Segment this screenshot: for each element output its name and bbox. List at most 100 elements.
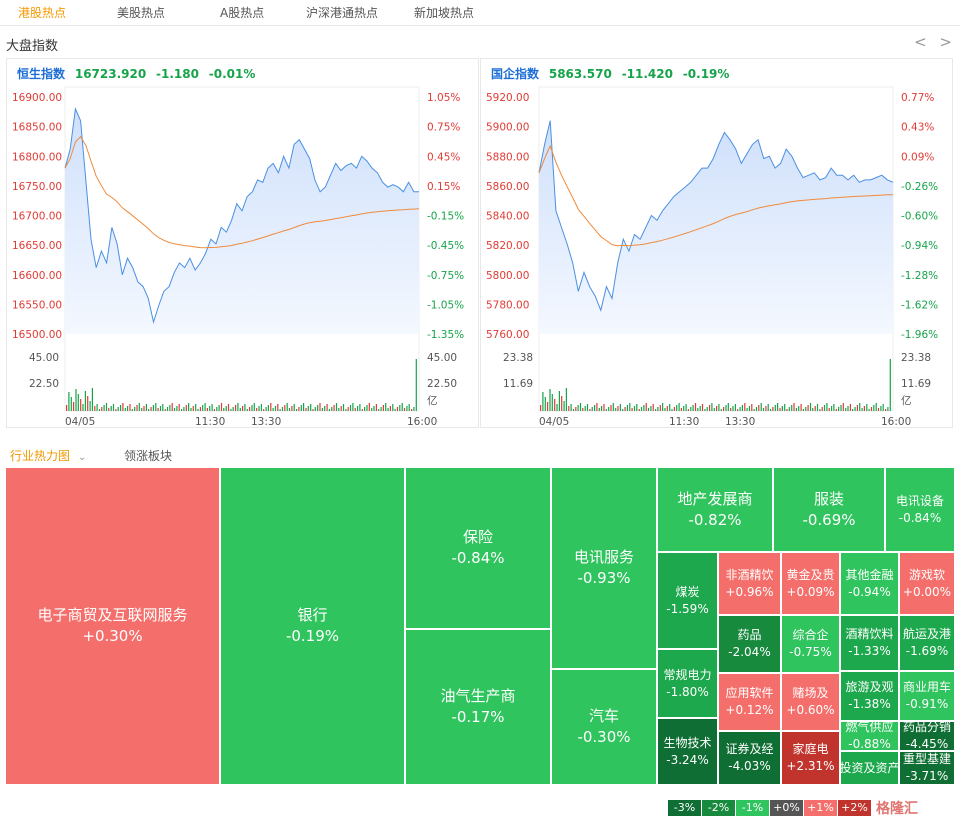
volume-bar (213, 409, 215, 411)
volume-bar (342, 404, 345, 411)
chevron-right-icon[interactable]: > (939, 33, 952, 51)
sector-cell[interactable]: 电子商贸及互联网服务 +0.30% (6, 468, 219, 784)
index-name[interactable]: 国企指数 (491, 67, 540, 81)
volume-bar (373, 406, 375, 411)
volume-bar (298, 407, 300, 411)
legend-swatch: +2% (838, 800, 871, 816)
hscei-chart-panel[interactable]: 5920.00 5900.00 5880.00 5860.00 5840.00 5820.… (480, 58, 953, 428)
sector-cell[interactable]: 药品 -2.04% (719, 616, 780, 672)
sector-cell[interactable]: 投资及资产 (841, 752, 898, 784)
tab-singapore-hot[interactable]: 新加坡热点 (414, 6, 475, 20)
volume-bar (103, 405, 105, 411)
volume-bar (554, 399, 556, 411)
sector-cell[interactable]: 银行 -0.19% (221, 468, 404, 784)
sector-cell[interactable]: 其他金融 -0.94% (841, 553, 898, 614)
volume-bar (596, 403, 598, 411)
sector-cell[interactable]: 电讯服务 -0.93% (552, 468, 656, 668)
sector-cell[interactable]: 商业用车 -0.91% (900, 672, 954, 720)
volume-bar (256, 408, 258, 411)
sector-change-pct: -1.38% (848, 697, 891, 711)
average-line (64, 135, 420, 249)
tab-a-share-hot[interactable]: A股热点 (220, 6, 265, 20)
volume-bar (652, 404, 654, 411)
volume-bar (260, 404, 262, 411)
pct-tick-label: 1.05% (427, 92, 460, 104)
volume-bar (709, 405, 711, 411)
sector-cell[interactable]: 综合企 -0.75% (782, 616, 839, 672)
volume-bar (307, 406, 309, 411)
index-change-pct: -0.19% (682, 67, 730, 81)
volume-bar (232, 407, 234, 411)
volume-bar (788, 407, 790, 411)
sector-cell[interactable]: 非酒精饮 +0.96% (719, 553, 780, 614)
sector-cell[interactable]: 汽车 -0.30% (552, 670, 656, 784)
volume-bar (134, 407, 136, 411)
sector-cell[interactable]: 油气生产商 -0.17% (406, 630, 550, 784)
chevron-left-icon[interactable]: < (914, 33, 927, 51)
sector-cell[interactable]: 酒精饮料 -1.33% (841, 616, 898, 670)
sector-cell[interactable]: 证券及经 -4.03% (719, 732, 780, 784)
price-tick-label: 16550.00 (12, 299, 62, 311)
volume-bar (244, 404, 246, 411)
volume-bar (584, 406, 586, 411)
volume-bar (730, 408, 732, 411)
sector-cell[interactable]: 应用软件 +0.12% (719, 674, 780, 730)
volume-bar (563, 401, 565, 411)
volume-bar (565, 388, 567, 411)
volume-bar (626, 405, 628, 411)
sector-cell[interactable]: 服装 -0.69% (774, 468, 884, 551)
volume-bar (239, 408, 241, 411)
sector-cell[interactable]: 药品分销 -4.45% (900, 722, 954, 750)
volume-bar (326, 404, 328, 411)
sector-cell[interactable]: 煤炭 -1.59% (658, 553, 717, 648)
sector-change-pct: +0.00% (902, 584, 952, 599)
sector-cell[interactable]: 生物技术 -3.24% (658, 719, 717, 784)
volume-bar (296, 409, 298, 411)
volume-bar (823, 405, 826, 411)
sector-name: 商业用车 (902, 680, 951, 695)
chevron-down-icon[interactable]: ⌄ (77, 452, 87, 463)
volume-bar (737, 409, 739, 411)
legend-swatch: +0% (770, 800, 803, 816)
tab-hk-hot[interactable]: 港股热点 (18, 6, 67, 20)
volume-bar (340, 406, 342, 411)
volume-bar (75, 389, 77, 411)
price-tick-label: 16750.00 (12, 181, 62, 193)
volume-bar (746, 408, 748, 411)
volume-bar (68, 392, 70, 411)
volume-bar (676, 405, 678, 411)
volume-bar (284, 405, 286, 411)
sector-cell[interactable]: 赌场及 +0.60% (782, 674, 839, 730)
sector-cell[interactable]: 燃气供应 -0.88% (841, 722, 898, 750)
hsi-chart-panel[interactable]: 16900.00 16850.00 16800.00 16750.00 16700.00… (6, 58, 479, 428)
sector-cell[interactable]: 电讯设备 -0.84% (886, 468, 954, 551)
sector-cell[interactable]: 旅游及观 -1.38% (841, 672, 898, 720)
sector-cell[interactable]: 地产发展商 -0.82% (658, 468, 772, 551)
volume-bar (270, 403, 272, 411)
sector-cell[interactable]: 常规电力 -1.80% (658, 650, 717, 717)
volume-bar (150, 407, 152, 411)
pct-tick-label: 0.43% (901, 122, 934, 134)
volume-bar (225, 406, 227, 411)
sector-change-pct: +0.09% (786, 584, 835, 599)
volume-bar (110, 406, 112, 411)
sector-cell[interactable]: 航运及港 -1.69% (900, 616, 954, 670)
sector-cell[interactable]: 家庭电 +2.31% (782, 732, 839, 784)
volume-bar (598, 408, 600, 411)
tab-leading-sectors[interactable]: 领涨板块 (124, 447, 172, 464)
volume-bar (833, 404, 835, 411)
sector-cell[interactable]: 重型基建 -3.71% (900, 752, 954, 784)
time-axis-label: 13:30 (251, 416, 281, 428)
sector-cell[interactable]: 保险 -0.84% (406, 468, 550, 628)
volume-bar (220, 403, 223, 411)
index-name[interactable]: 恒生指数 (17, 67, 66, 81)
price-tick-label: 16800.00 (12, 151, 62, 163)
sector-cell[interactable]: 黄金及贵 +0.09% (782, 553, 839, 614)
sector-cell[interactable]: 游戏软 +0.00% (900, 553, 954, 614)
tab-industry-heatmap[interactable]: 行业热力图 ⌄ (10, 447, 86, 464)
volume-bar (647, 408, 650, 411)
tab-us-hot[interactable]: 美股热点 (117, 6, 166, 20)
tab-connect-hot[interactable]: 沪深港通热点 (306, 6, 379, 20)
sector-change-pct: -0.69% (802, 510, 856, 529)
time-axis-label: 16:00 (407, 416, 437, 428)
